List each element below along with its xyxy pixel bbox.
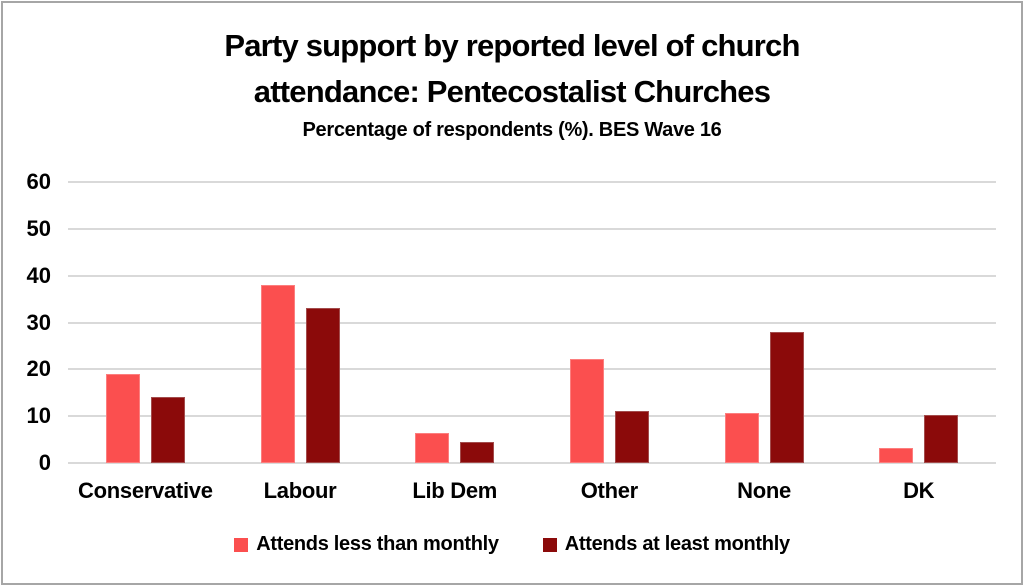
legend-label: Attends at least monthly xyxy=(564,533,790,555)
bar-group-dk xyxy=(841,182,996,463)
x-axis-label-dk: DK xyxy=(903,478,935,503)
chart-title: Party support by reported level of churc… xyxy=(224,28,800,109)
gridline-10 xyxy=(68,415,996,418)
legend-swatch-icon xyxy=(234,537,249,552)
x-axis-labels: Conservative Labour Lib Dem Other None DK xyxy=(68,478,996,504)
x-axis-label-lib-dem: Lib Dem xyxy=(412,478,498,503)
bar-groups xyxy=(68,182,996,463)
bar-conservative-attends-at-least-monthly xyxy=(150,397,185,463)
x-axis-label-none: None xyxy=(737,478,791,503)
chart-subtitle: Percentage of respondents (%). BES Wave … xyxy=(302,119,722,141)
bar-group-labour xyxy=(223,182,378,463)
bar-dk-attends-at-least-monthly xyxy=(924,415,959,463)
bar-group-lib-dem xyxy=(377,182,532,463)
y-tick-label-50: 50 xyxy=(26,215,51,241)
plot-area: 0 10 20 30 40 50 60 xyxy=(27,171,996,474)
gridline-20 xyxy=(68,368,996,371)
bar-group-conservative xyxy=(68,182,223,463)
bar-labour-attends-at-least-monthly xyxy=(305,308,340,463)
legend-item-attends-less-than-monthly: Attends less than monthly xyxy=(234,533,499,556)
gridline-60 xyxy=(68,181,996,183)
legend-swatch-icon xyxy=(542,537,557,552)
gridline-30 xyxy=(68,321,996,324)
bar-other-attends-at-least-monthly xyxy=(614,411,649,463)
gridline-0 xyxy=(68,462,996,464)
x-axis-label-conservative: Conservative xyxy=(78,478,213,503)
gridline-50 xyxy=(68,227,996,230)
bar-labour-attends-less-than-monthly xyxy=(260,285,295,463)
bar-other-attends-less-than-monthly xyxy=(569,358,604,463)
legend: Attends less than monthly Attends at leas… xyxy=(3,533,1021,556)
y-tick-label-60: 60 xyxy=(26,169,51,194)
y-tick-label-10: 10 xyxy=(26,403,51,429)
x-axis-label-labour: Labour xyxy=(263,478,337,503)
legend-item-attends-at-least-monthly: Attends at least monthly xyxy=(542,533,790,556)
y-tick-label-30: 30 xyxy=(26,309,51,335)
bar-dk-attends-less-than-monthly xyxy=(879,447,914,463)
bar-lib-dem-attends-at-least-monthly xyxy=(460,441,495,463)
bar-lib-dem-attends-less-than-monthly xyxy=(415,432,450,463)
y-tick-label-20: 20 xyxy=(26,356,51,382)
bar-group-other xyxy=(532,182,687,463)
bar-conservative-attends-less-than-monthly xyxy=(105,374,140,463)
bar-none-attends-less-than-monthly xyxy=(724,412,759,463)
y-tick-label-0: 0 xyxy=(38,450,51,475)
bar-none-attends-at-least-monthly xyxy=(769,331,804,463)
bar-group-none xyxy=(687,182,842,463)
legend-label: Attends less than monthly xyxy=(256,533,499,555)
x-axis-label-other: Other xyxy=(580,478,638,503)
gridline-40 xyxy=(68,274,996,277)
y-tick-label-40: 40 xyxy=(26,262,51,288)
